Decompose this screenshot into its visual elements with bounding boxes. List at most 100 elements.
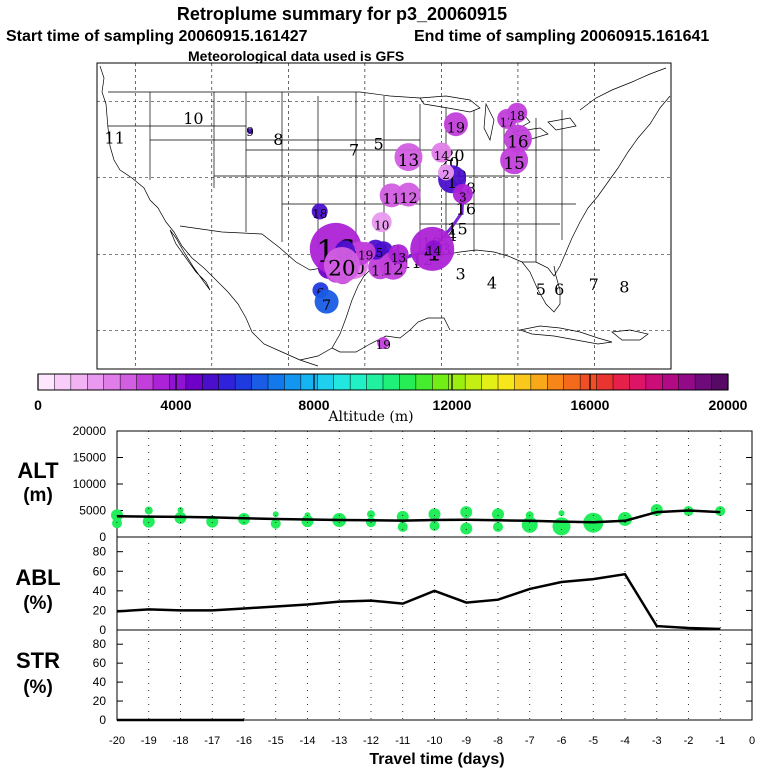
- colorbar-swatches: [37, 374, 729, 390]
- colorbar-tick-label: 4000: [160, 397, 191, 413]
- secondary-plume-circle: [500, 146, 529, 175]
- secondary-plume-day-label: 11: [382, 192, 400, 208]
- plume-day-label: 1: [447, 172, 458, 192]
- secondary-plume-points: 41011121314151617181918919: [246, 102, 532, 352]
- alt-dot: [460, 506, 473, 519]
- secondary-plume-day-label: 9: [246, 125, 254, 139]
- track-day-label: 3: [455, 264, 465, 283]
- altitude-colorbar: 0 4000 8000 12000 16000 20000 Altitude (m): [34, 373, 748, 425]
- colorbar-swatch: [300, 374, 318, 390]
- ytick-label: 80: [93, 545, 107, 559]
- alt-dot: [552, 517, 571, 536]
- x-tick-label: -6: [557, 735, 567, 747]
- x-tick-label: -20: [109, 735, 125, 747]
- colorbar-tick-label: 0: [34, 397, 42, 413]
- colorbar-label: Altitude (m): [327, 409, 413, 425]
- florida-peninsula: [521, 261, 561, 313]
- alt-dot: [558, 510, 565, 517]
- start-time-label: Start time of sampling 20060915.161427: [6, 28, 308, 45]
- alt-dot: [272, 511, 279, 518]
- colorbar-tick-label: 16000: [571, 397, 610, 413]
- colorbar-swatch: [54, 374, 72, 390]
- alt-dot: [301, 515, 314, 528]
- track-day-label: 6: [554, 280, 564, 299]
- abl-ytick-labels: 80 60 40 20 0: [93, 545, 752, 637]
- ytick-label: 60: [93, 564, 107, 578]
- east-coast: [579, 67, 667, 111]
- secondary-plume-circle: [377, 336, 390, 349]
- colorbar-swatch: [350, 374, 368, 390]
- colorbar-swatch: [317, 374, 335, 390]
- colorbar-swatch: [87, 374, 105, 390]
- secondary-plume-circle: [379, 183, 404, 208]
- colorbar-swatch: [185, 374, 203, 390]
- ytick-label: 40: [93, 584, 107, 598]
- colorbar-swatch: [202, 374, 220, 390]
- colorbar-swatch: [268, 374, 285, 390]
- colorbar-swatch: [514, 374, 532, 390]
- secondary-plume-day-label: 18: [510, 109, 525, 123]
- abl-panel: ABL (%) 80 60 40 20 0: [15, 536, 753, 637]
- colorbar-tick-labels: 0 4000 8000 12000 16000 20000: [34, 374, 748, 413]
- x-tick-label: -13: [331, 735, 347, 747]
- x-tick-label: -3: [652, 735, 662, 747]
- colorbar-swatch: [366, 374, 384, 390]
- map-gridlines: [97, 63, 671, 369]
- x-axis-label: Travel time (days): [369, 751, 504, 768]
- secondary-plume-circle: [503, 124, 532, 153]
- ytick-label: 15000: [73, 451, 107, 465]
- track-day-label: 8: [273, 130, 283, 149]
- alt-ylabel: ALT: [17, 458, 59, 483]
- plume-day-label: 19: [358, 248, 373, 262]
- alt-dot: [493, 521, 503, 532]
- alt-dot: [367, 510, 375, 519]
- map-panel: 201918161514133121134567810118572013 410…: [96, 62, 672, 370]
- colorbar-swatch: [530, 374, 548, 390]
- plume-circle: [323, 246, 360, 283]
- colorbar-swatch: [645, 374, 663, 390]
- colorbar-swatch: [448, 374, 466, 390]
- colorbar-swatch: [432, 374, 450, 390]
- plume-day-label: 14: [426, 244, 442, 258]
- secondary-plume-day-label: 16: [507, 132, 528, 152]
- abl-ylabel: ABL: [15, 565, 60, 590]
- alt-dot: [397, 521, 408, 532]
- x-tick-label: -1: [715, 735, 725, 747]
- alt-dot: [521, 516, 538, 533]
- track-day-label: 8: [619, 278, 629, 297]
- alt-dot: [618, 511, 632, 526]
- colorbar-swatch: [120, 374, 138, 390]
- colorbar-swatch: [498, 374, 515, 390]
- alt-dot: [144, 506, 153, 515]
- x-tick-label: -5: [588, 735, 598, 747]
- x-tick-label: -17: [204, 735, 220, 747]
- canada-border: [108, 91, 421, 99]
- x-tick-labels: -20 -19 -18 -17 -16 -15 -14 -13 -12 -11 -10 -9 -8 -7-…: [109, 735, 755, 747]
- plume-circle: [314, 289, 339, 314]
- colorbar-swatch: [383, 374, 400, 390]
- track-day-label: 15: [447, 219, 467, 238]
- secondary-plume-day-label: 18: [312, 207, 327, 221]
- plume-day-label: 20: [328, 256, 355, 281]
- colorbar-swatch: [169, 374, 187, 390]
- colorbar-swatch: [629, 374, 647, 390]
- str-frame: [116, 629, 753, 721]
- track-day-label: 11: [104, 128, 124, 147]
- colorbar-swatch: [563, 374, 581, 390]
- secondary-plume-day-label: 15: [503, 153, 524, 173]
- colorbar-swatch: [465, 374, 483, 390]
- colorbar-swatch: [596, 374, 614, 390]
- x-tick-label: -12: [363, 735, 379, 747]
- alt-dot: [112, 518, 122, 529]
- x-tick-label: -10: [427, 735, 443, 747]
- colorbar-tick-label: 8000: [298, 397, 329, 413]
- altitude-panel: ALT (m) 20000 15000 10000 5000 0: [17, 424, 753, 544]
- secondary-plume-circle: [431, 142, 452, 163]
- colorbar-swatch: [218, 374, 236, 390]
- x-tick-label: -16: [236, 735, 252, 747]
- track-day-label: 5: [536, 280, 546, 299]
- str-ylabel-unit: (%): [23, 677, 53, 698]
- figure-title: Retroplume summary for p3_20060915: [177, 4, 507, 24]
- plume-circle: [388, 244, 409, 265]
- secondary-plume-day-label: 14: [434, 149, 450, 163]
